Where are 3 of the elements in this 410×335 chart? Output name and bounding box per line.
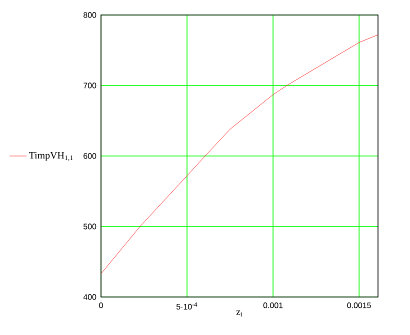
legend-label: TimpVH$_{1,1}$	[29, 152, 73, 162]
line-series	[101, 34, 378, 274]
x-axis-title: z$_{i}$	[236, 310, 242, 316]
